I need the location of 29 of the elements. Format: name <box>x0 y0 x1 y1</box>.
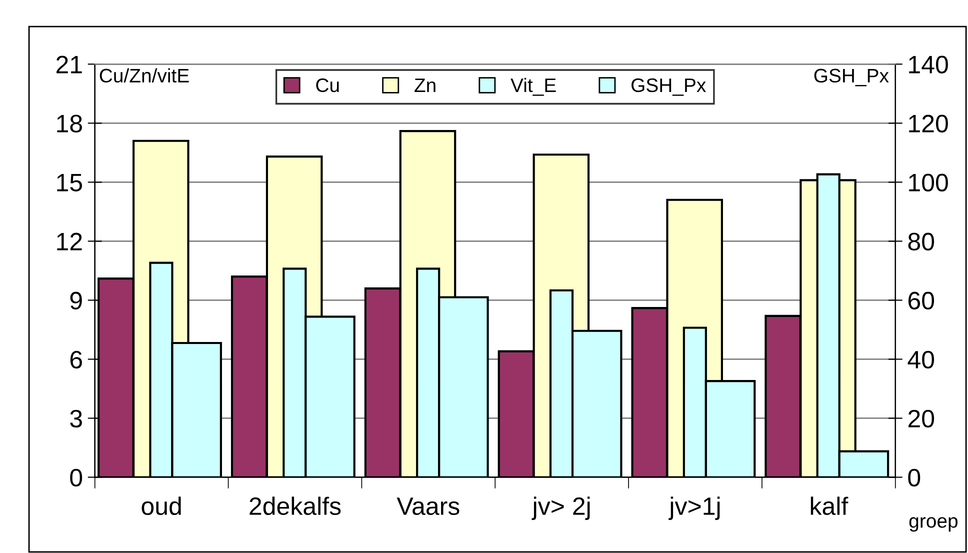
y-axis-title: Cu/Zn/vitE <box>100 68 189 83</box>
y2-tick-label: 120 <box>909 114 948 132</box>
y-tick-label: 0 <box>70 468 82 487</box>
x-axis-title: groep <box>909 517 958 532</box>
y-tick-label: 9 <box>70 292 82 310</box>
y-tick-label: 6 <box>70 350 82 369</box>
x-tick-label: oud <box>142 496 181 516</box>
x-tick-label: 2dekalfs <box>250 496 341 516</box>
y-tick-label: 3 <box>70 410 82 428</box>
y-tick-label: 21 <box>56 56 82 74</box>
x-tick-label: jv> 2j <box>532 496 590 520</box>
y2-tick-label: 20 <box>908 410 934 428</box>
y-tick-label: 12 <box>57 232 82 250</box>
legend-label: Vit_E <box>510 78 556 96</box>
legend-label: Zn <box>414 78 436 92</box>
y2-tick-label: 80 <box>908 232 934 250</box>
y2-tick-label: 100 <box>909 174 948 192</box>
x-tick-label: Vaars <box>396 498 460 516</box>
y2-tick-label: 0 <box>908 468 920 487</box>
y-tick-label: 18 <box>57 114 82 132</box>
legend-label: Cu <box>316 78 339 92</box>
y2-tick-label: 140 <box>909 56 948 74</box>
y2-axis-title: GSH_Px <box>814 68 889 86</box>
y2-tick-label: 60 <box>908 292 934 310</box>
y2-tick-label: 40 <box>908 350 934 369</box>
x-tick-label: kalf <box>810 496 848 516</box>
legend-label: GSH_Px <box>632 78 706 96</box>
y-tick-label: 15 <box>57 174 82 192</box>
x-tick-label: jv>1j <box>668 496 720 520</box>
